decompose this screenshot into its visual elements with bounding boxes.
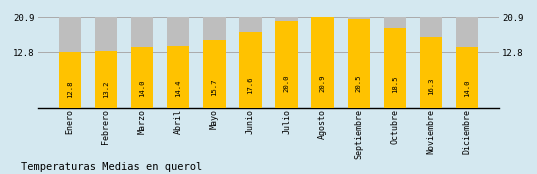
Bar xyxy=(456,47,478,108)
Bar xyxy=(59,53,81,108)
Bar xyxy=(59,17,81,108)
Bar xyxy=(95,51,117,108)
Bar xyxy=(275,21,297,108)
Text: Temperaturas Medias en querol: Temperaturas Medias en querol xyxy=(21,162,203,172)
Text: 14.0: 14.0 xyxy=(139,80,145,97)
Text: 17.6: 17.6 xyxy=(248,77,253,94)
Bar xyxy=(167,46,190,108)
Bar xyxy=(420,37,442,108)
Bar xyxy=(347,17,370,108)
Text: 13.2: 13.2 xyxy=(103,80,109,98)
Bar xyxy=(311,17,334,108)
Bar xyxy=(420,17,442,108)
Bar xyxy=(275,17,297,108)
Text: 20.0: 20.0 xyxy=(284,75,289,92)
Text: 20.5: 20.5 xyxy=(356,74,362,92)
Text: 14.0: 14.0 xyxy=(464,80,470,97)
Bar xyxy=(167,17,190,108)
Bar xyxy=(131,47,153,108)
Bar xyxy=(347,19,370,108)
Text: 18.5: 18.5 xyxy=(392,76,398,93)
Bar xyxy=(131,17,153,108)
Bar xyxy=(240,32,262,108)
Text: 16.3: 16.3 xyxy=(428,78,434,95)
Text: 15.7: 15.7 xyxy=(211,78,217,96)
Bar xyxy=(203,17,226,108)
Bar xyxy=(456,17,478,108)
Bar xyxy=(384,28,406,108)
Bar xyxy=(311,17,334,108)
Bar xyxy=(384,17,406,108)
Text: 12.8: 12.8 xyxy=(67,80,73,98)
Text: 20.9: 20.9 xyxy=(320,74,326,92)
Bar xyxy=(95,17,117,108)
Text: 14.4: 14.4 xyxy=(175,79,181,97)
Bar xyxy=(240,17,262,108)
Bar xyxy=(203,40,226,108)
